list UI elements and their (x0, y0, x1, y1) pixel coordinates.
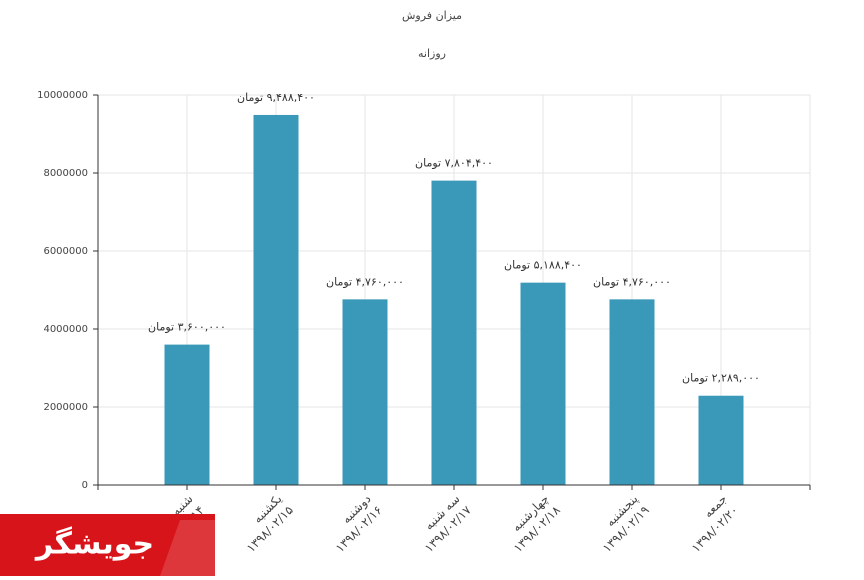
bar (520, 282, 566, 485)
bar (431, 180, 477, 485)
value-label: ۵,۱۸۸,۴۰۰ تومان (504, 259, 582, 272)
value-label: ۹,۴۸۸,۴۰۰ تومان (237, 91, 315, 104)
chart-title: میزان فروش (402, 9, 462, 22)
value-label: ۲,۲۸۹,۰۰۰ تومان (682, 372, 760, 385)
y-tick-label: 6000000 (43, 246, 88, 257)
bar (253, 114, 299, 486)
value-label: ۳,۶۰۰,۰۰۰ تومان (148, 321, 226, 334)
bar (164, 344, 210, 485)
value-label: ۷,۸۰۴,۴۰۰ تومان (415, 157, 493, 170)
bar (698, 395, 744, 485)
y-tick-label: 10000000 (37, 90, 88, 101)
chart-subtitle: روزانه (418, 47, 446, 60)
logo-accent (160, 520, 215, 576)
watermark: جویشگر (34, 526, 154, 562)
y-tick-label: 2000000 (43, 402, 88, 413)
value-label: ۴,۷۶۰,۰۰۰ تومان (593, 275, 671, 288)
logo: جویشگر (0, 514, 215, 576)
logo-background (0, 514, 215, 576)
y-tick-label: 8000000 (43, 168, 88, 179)
value-label: ۴,۷۶۰,۰۰۰ تومان (326, 275, 404, 288)
bar (342, 299, 388, 485)
bar (609, 299, 655, 485)
y-tick-label: 4000000 (43, 324, 88, 335)
y-tick-label: 0 (82, 480, 88, 491)
